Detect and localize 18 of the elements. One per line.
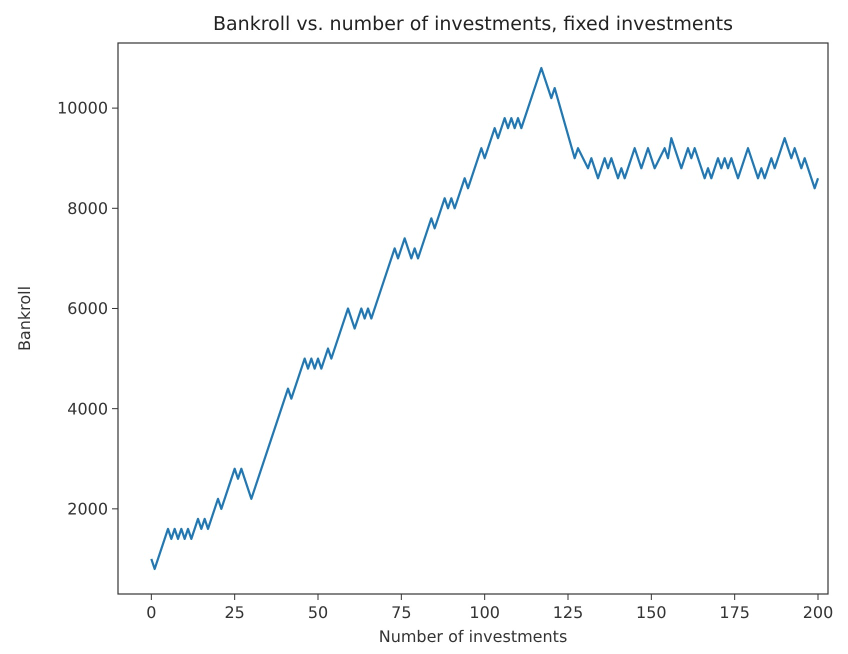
x-tick-label: 150 <box>636 603 667 622</box>
y-tick-label: 10000 <box>57 98 108 118</box>
y-tick-label: 4000 <box>67 399 108 418</box>
x-tick-label: 75 <box>391 603 412 622</box>
x-tick-label: 200 <box>802 603 834 622</box>
x-tick-label: 25 <box>224 603 245 622</box>
y-tick-label: 6000 <box>67 299 108 318</box>
x-tick-label: 125 <box>552 603 584 622</box>
y-tick-label: 2000 <box>67 499 108 518</box>
y-axis-title: Bankroll <box>15 286 34 352</box>
x-tick-label: 50 <box>308 603 328 622</box>
x-tick-label: 100 <box>469 603 500 622</box>
chart-title: Bankroll vs. number of investments, fixed investments <box>213 13 733 35</box>
y-tick-label: 8000 <box>67 198 108 218</box>
x-axis-title: Number of investments <box>378 627 568 646</box>
x-tick-label: 175 <box>719 603 750 622</box>
x-tick-label: 0 <box>146 603 156 622</box>
line-series <box>150 66 820 570</box>
